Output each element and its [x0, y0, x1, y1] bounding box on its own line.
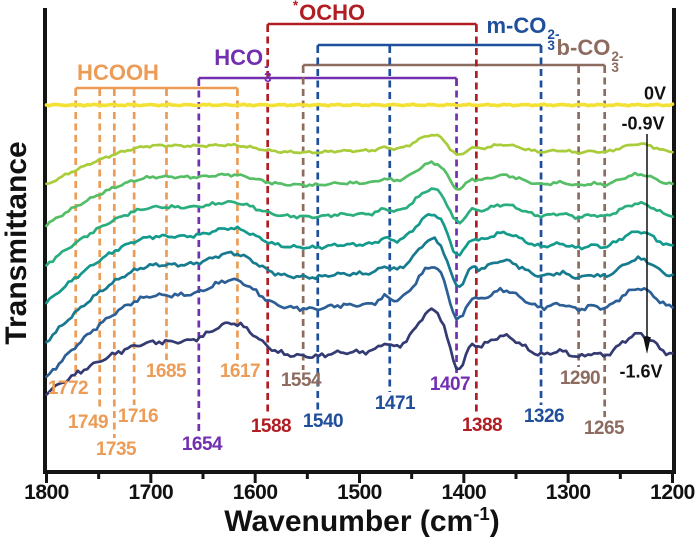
bracket-hco3 [197, 76, 458, 86]
spectrum-curve--1.6V [45, 307, 674, 397]
spectrum-curve-0V [44, 102, 675, 108]
spectrum-curve--0.9V [45, 133, 674, 186]
bracket-b-co3 [302, 63, 606, 73]
spectrum-curve-series-4 [45, 212, 674, 305]
spectrum-curve-series-2 [45, 160, 674, 228]
spectrum-curve-series-6 [45, 266, 674, 379]
spectrum-curve-series-3 [45, 187, 674, 267]
bracket-m-co3 [316, 43, 543, 53]
bracket-ocho [266, 22, 478, 32]
potential-arrow-head [643, 337, 651, 354]
spectrum-curve-series-5 [45, 236, 674, 344]
